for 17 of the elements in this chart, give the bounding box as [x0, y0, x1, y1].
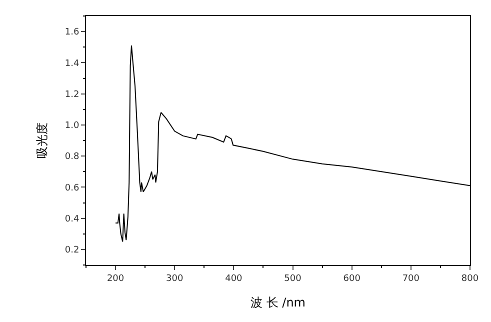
y-tick-label: 1.6: [64, 28, 80, 38]
y-tick-label: 1.4: [64, 58, 80, 69]
x-tick-label: 200: [106, 274, 124, 284]
y-tick-label: 1.0: [64, 121, 80, 132]
x-tick-label: 600: [343, 274, 361, 284]
y-tick-label: 0.2: [64, 246, 80, 256]
x-tick-label: 500: [284, 274, 302, 284]
y-tick-label: 0.4: [64, 214, 80, 224]
x-tick-label: 300: [166, 274, 184, 284]
x-axis-title: 波 长 /nm: [250, 296, 306, 310]
x-tick-label: 400: [225, 274, 243, 284]
y-tick-label: 0.8: [64, 152, 80, 162]
y-tick-label: 0.6: [64, 183, 80, 194]
y-axis-title: 吸光度: [35, 122, 50, 158]
y-tick-label: 1.2: [64, 90, 80, 100]
x-tick-label: 800: [461, 274, 479, 284]
x-tick-label: 700: [402, 274, 420, 284]
